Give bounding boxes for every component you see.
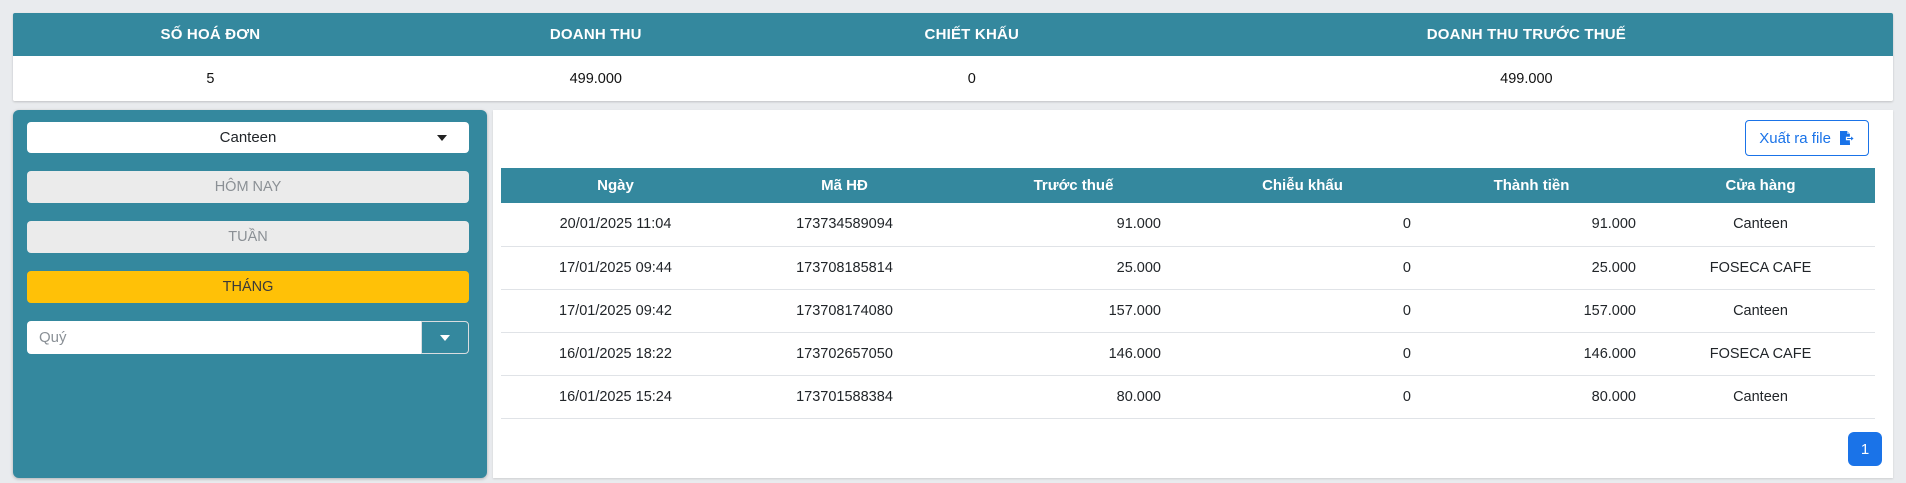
cell-pretax: 91.000: [959, 203, 1188, 247]
cell-pretax: 157.000: [959, 289, 1188, 333]
summary-value-row: 5 499.000 0 499.000: [13, 56, 1893, 101]
cell-total: 157.000: [1417, 289, 1646, 333]
cell-discount: 0: [1188, 289, 1417, 333]
cell-store: FOSECA CAFE: [1646, 332, 1875, 376]
cell-date: 17/01/2025 09:42: [501, 289, 730, 333]
summary-value-pretax-revenue: 499.000: [1500, 70, 1553, 87]
summary-label-revenue: DOANH THU: [549, 26, 642, 43]
filter-button-today[interactable]: HÔM NAY: [27, 171, 469, 203]
store-select-value: Canteen: [219, 129, 277, 146]
table-row: 17/01/2025 09:42 173708174080 157.000 0 …: [501, 289, 1875, 333]
cell-store: Canteen: [1646, 289, 1875, 333]
chevron-down-icon: [440, 334, 450, 341]
summary-value-revenue: 499.000: [569, 70, 622, 87]
column-header-store: Cửa hàng: [1646, 168, 1875, 203]
cell-discount: 0: [1188, 375, 1417, 419]
table-row: 16/01/2025 18:22 173702657050 146.000 0 …: [501, 332, 1875, 376]
column-header-invoice-code: Mã HĐ: [730, 168, 959, 203]
cell-date: 20/01/2025 11:04: [501, 203, 730, 247]
cell-date: 17/01/2025 09:44: [501, 246, 730, 290]
cell-invoice-code: 173701588384: [730, 375, 959, 419]
table-row: 20/01/2025 11:04 173734589094 91.000 0 9…: [501, 203, 1875, 247]
column-header-pretax: Trước thuế: [959, 168, 1188, 203]
export-button[interactable]: Xuất ra file: [1745, 120, 1869, 156]
summary-label-discount: CHIẾT KHẤU: [924, 26, 1020, 43]
column-header-total: Thành tiền: [1417, 168, 1646, 203]
cell-invoice-code: 173702657050: [730, 332, 959, 376]
export-button-label: Xuất ra file: [1759, 129, 1831, 147]
cell-store: FOSECA CAFE: [1646, 246, 1875, 290]
summary-label-invoice-count: SỐ HOÁ ĐƠN: [160, 26, 261, 43]
store-select[interactable]: Canteen: [27, 122, 469, 153]
cell-discount: 0: [1188, 246, 1417, 290]
invoice-table: Ngày Mã HĐ Trước thuế Chiễu khấu Thành t…: [501, 168, 1875, 419]
cell-pretax: 25.000: [959, 246, 1188, 290]
toolbar: Xuất ra file: [501, 110, 1893, 168]
pagination: 1: [1848, 432, 1882, 466]
invoice-content: Xuất ra file Ngày: [493, 110, 1893, 478]
page-1-button[interactable]: 1: [1848, 432, 1882, 466]
summary-header-row: SỐ HOÁ ĐƠN DOANH THU CHIẾT KHẤU DOANH TH…: [13, 13, 1893, 56]
cell-total: 80.000: [1417, 375, 1646, 419]
column-header-date: Ngày: [501, 168, 730, 203]
summary-label-pretax-revenue: DOANH THU TRƯỚC THUẾ: [1426, 26, 1626, 43]
filter-sidebar: Canteen HÔM NAY TUẦN THÁNG: [13, 110, 487, 478]
cell-total: 25.000: [1417, 246, 1646, 290]
cell-pretax: 146.000: [959, 332, 1188, 376]
cell-date: 16/01/2025 18:22: [501, 332, 730, 376]
quarter-dropdown-button[interactable]: [421, 321, 469, 354]
quarter-select: [27, 321, 469, 354]
cell-pretax: 80.000: [959, 375, 1188, 419]
filter-button-week[interactable]: TUẦN: [27, 221, 469, 253]
chevron-down-icon: [437, 134, 447, 141]
cell-total: 146.000: [1417, 332, 1646, 376]
table-row: 16/01/2025 15:24 173701588384 80.000 0 8…: [501, 375, 1875, 419]
file-export-icon: [1838, 130, 1855, 146]
cell-invoice-code: 173734589094: [730, 203, 959, 247]
column-header-discount: Chiễu khấu: [1188, 168, 1417, 203]
filter-button-month[interactable]: THÁNG: [27, 271, 469, 303]
cell-total: 91.000: [1417, 203, 1646, 247]
cell-invoice-code: 173708185814: [730, 246, 959, 290]
summary-value-discount: 0: [967, 70, 976, 87]
table-header-row: Ngày Mã HĐ Trước thuế Chiễu khấu Thành t…: [501, 168, 1875, 203]
cell-discount: 0: [1188, 332, 1417, 376]
cell-invoice-code: 173708174080: [730, 289, 959, 333]
quarter-input[interactable]: [27, 321, 421, 354]
table-row: 17/01/2025 09:44 173708185814 25.000 0 2…: [501, 246, 1875, 290]
cell-store: Canteen: [1646, 375, 1875, 419]
cell-discount: 0: [1188, 203, 1417, 247]
summary-value-invoice-count: 5: [206, 70, 215, 87]
summary-card: SỐ HOÁ ĐƠN DOANH THU CHIẾT KHẤU DOANH TH…: [13, 13, 1893, 101]
cell-date: 16/01/2025 15:24: [501, 375, 730, 419]
cell-store: Canteen: [1646, 203, 1875, 247]
